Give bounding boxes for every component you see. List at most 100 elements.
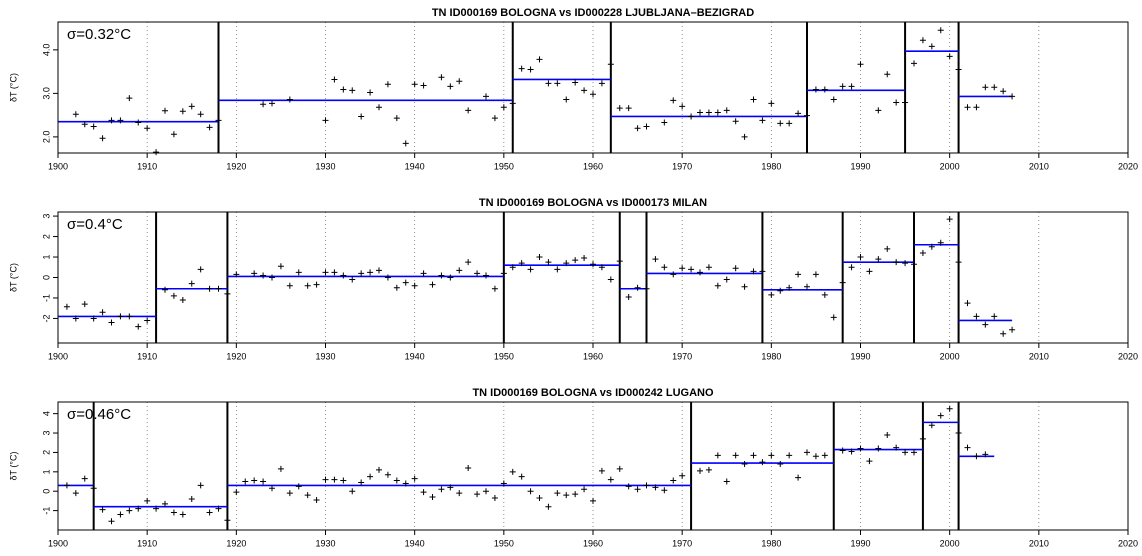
data-point [81, 301, 88, 308]
data-point [581, 255, 588, 262]
data-point [937, 412, 944, 419]
data-point [866, 268, 873, 275]
data-point [367, 89, 374, 96]
data-point [233, 271, 240, 278]
data-point [456, 490, 463, 497]
y-tick-label: 3.0 [41, 87, 51, 100]
data-point [964, 300, 971, 307]
data-point [402, 480, 409, 487]
data-point [679, 103, 686, 110]
data-point [714, 452, 721, 459]
annotation: σ=0.32°C [67, 26, 131, 43]
data-point [179, 297, 186, 304]
data-point [135, 505, 142, 512]
data-point [456, 267, 463, 274]
data-point [483, 272, 489, 279]
data-point [90, 315, 97, 322]
data-point [224, 290, 231, 297]
data-point [99, 309, 106, 316]
data-point [322, 269, 329, 276]
data-point [893, 259, 900, 266]
data-point [750, 268, 757, 275]
x-tick-label: 1950 [494, 161, 514, 171]
data-point [616, 465, 623, 472]
x-tick-label: 1920 [226, 538, 246, 548]
data-point [705, 264, 712, 271]
data-point [518, 65, 525, 72]
data-point [572, 491, 579, 498]
data-point [830, 96, 837, 103]
data-point [786, 284, 793, 291]
data-point [625, 293, 632, 300]
panel-title: TN ID000169 BOLOGNA vs ID000228 LJUBLJAN… [432, 7, 754, 19]
data-point [500, 270, 507, 277]
data-point [170, 131, 177, 138]
data-point [260, 272, 267, 279]
data-point [108, 518, 115, 525]
data-point [367, 473, 374, 480]
data-point [625, 105, 632, 112]
data-point [661, 264, 668, 271]
data-point [821, 291, 828, 298]
data-point [973, 313, 980, 320]
data-point [607, 476, 614, 483]
y-tick-label: 4.0 [41, 44, 51, 57]
x-tick-label: 1970 [672, 161, 692, 171]
data-point [144, 497, 151, 504]
data-point [509, 264, 516, 271]
annotation: σ=0.4°C [67, 216, 123, 233]
data-point [447, 83, 454, 90]
data-point [465, 259, 472, 266]
data-point [545, 259, 552, 266]
data-point [902, 449, 909, 456]
data-point [162, 107, 168, 114]
data-point [251, 270, 258, 277]
data-point [679, 472, 686, 479]
data-point [117, 313, 124, 320]
data-point [643, 482, 650, 489]
data-point [126, 313, 133, 320]
data-point [81, 121, 88, 128]
data-point [331, 76, 338, 83]
data-point [804, 283, 810, 290]
data-point [670, 271, 677, 278]
data-point [367, 269, 374, 276]
data-point [812, 271, 819, 278]
data-point [358, 113, 365, 120]
data-point [135, 119, 142, 126]
data-point [1009, 93, 1016, 100]
x-tick-label: 1950 [494, 351, 514, 361]
data-point [786, 120, 793, 127]
data-point [634, 125, 641, 132]
data-point [393, 115, 400, 122]
data-point [590, 261, 596, 268]
data-point [295, 483, 302, 490]
data-point [572, 257, 579, 264]
data-point [179, 108, 186, 115]
data-point [536, 254, 543, 261]
data-point [679, 265, 686, 272]
data-point [955, 259, 962, 266]
data-point [277, 465, 284, 472]
data-point [607, 61, 614, 68]
x-tick-label: 1940 [405, 351, 425, 361]
data-point [982, 84, 989, 91]
data-point [206, 285, 213, 292]
data-point [420, 82, 427, 89]
data-point [402, 279, 409, 286]
data-point [215, 505, 222, 512]
data-point [705, 466, 712, 473]
data-point [286, 490, 293, 497]
data-point [242, 478, 249, 485]
data-point [937, 239, 944, 246]
x-tick-label: 2020 [1118, 538, 1138, 548]
data-point [491, 115, 498, 122]
data-point [581, 486, 588, 493]
x-tick-label: 1970 [672, 351, 692, 361]
data-point [848, 83, 855, 90]
data-point [946, 405, 953, 412]
data-point [991, 84, 998, 91]
data-point [893, 99, 900, 106]
